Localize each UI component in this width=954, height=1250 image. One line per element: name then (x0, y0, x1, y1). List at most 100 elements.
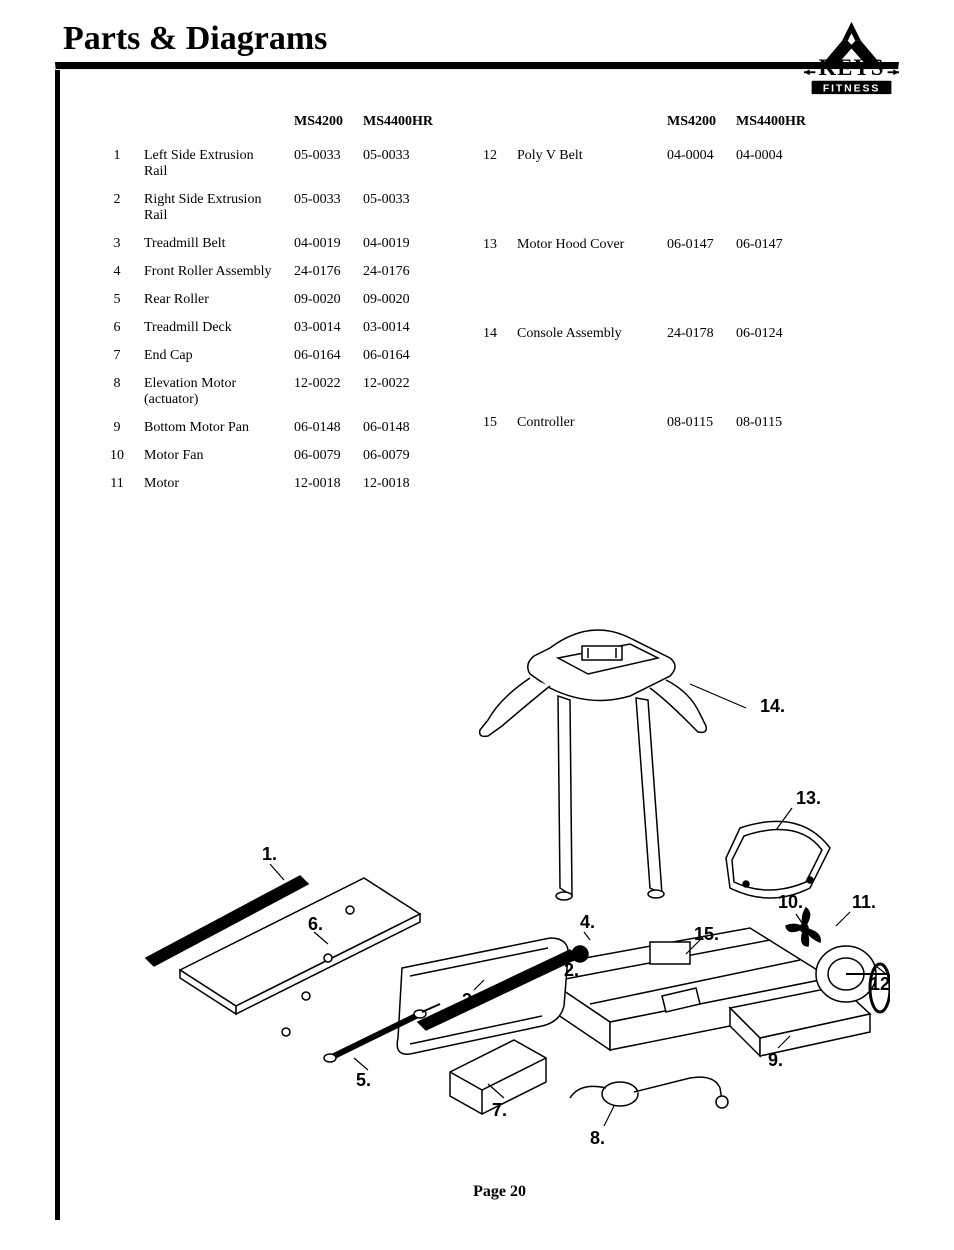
part-code-b: 05-0033 (353, 186, 443, 230)
part-code-a: 09-0020 (284, 286, 353, 314)
col-header-model-a: MS4200 (284, 110, 353, 142)
part-number: 5 (100, 286, 134, 314)
part-code-b: 06-0148 (353, 414, 443, 442)
part-name: Elevation Motor (actuator) (134, 370, 284, 414)
diagram-console (479, 630, 706, 900)
part-name: Motor (134, 470, 284, 498)
svg-text:1.: 1. (262, 844, 277, 864)
part-code-b: 06-0079 (353, 442, 443, 470)
table-row: 15Controller08-011508-0115 (473, 409, 816, 498)
part-code-a: 05-0033 (284, 186, 353, 230)
part-number: 6 (100, 314, 134, 342)
table-row: 12Poly V Belt04-000404-0004 (473, 142, 816, 231)
part-code-a: 06-0164 (284, 342, 353, 370)
svg-text:11.: 11. (852, 892, 876, 912)
part-number: 7 (100, 342, 134, 370)
part-name: Right Side Extrusion Rail (134, 186, 284, 230)
part-number: 3 (100, 230, 134, 258)
svg-text:2.: 2. (564, 960, 579, 980)
part-code-b: 06-0124 (726, 320, 816, 409)
part-name: Motor Fan (134, 442, 284, 470)
table-row: 8Elevation Motor (actuator)12-002212-002… (100, 370, 443, 414)
svg-text:3.: 3. (462, 990, 477, 1010)
part-number: 15 (473, 409, 507, 498)
table-row: 2Right Side Extrusion Rail05-003305-0033 (100, 186, 443, 230)
header-divider (55, 62, 899, 70)
part-number: 8 (100, 370, 134, 414)
parts-table-right: MS4200 MS4400HR 12Poly V Belt04-000404-0… (473, 110, 816, 498)
part-code-b: 05-0033 (353, 142, 443, 186)
svg-text:7.: 7. (492, 1100, 507, 1120)
part-code-a: 12-0018 (284, 470, 353, 498)
table-row: 4Front Roller Assembly24-017624-0176 (100, 258, 443, 286)
parts-table-left: MS4200 MS4400HR 1Left Side Extrusion Rai… (100, 110, 443, 498)
part-code-b: 09-0020 (353, 286, 443, 314)
table-row: 10Motor Fan06-007906-0079 (100, 442, 443, 470)
part-code-b: 06-0147 (726, 231, 816, 320)
table-row: 7End Cap06-016406-0164 (100, 342, 443, 370)
part-code-a: 06-0079 (284, 442, 353, 470)
part-name: Console Assembly (507, 320, 657, 409)
part-number: 13 (473, 231, 507, 320)
part-name: Rear Roller (134, 286, 284, 314)
part-number: 9 (100, 414, 134, 442)
svg-text:6.: 6. (308, 914, 323, 934)
table-row: 13Motor Hood Cover06-014706-0147 (473, 231, 816, 320)
part-code-b: 04-0019 (353, 230, 443, 258)
svg-text:4.: 4. (580, 912, 595, 932)
part-code-a: 06-0147 (657, 231, 726, 320)
table-row: 3Treadmill Belt04-001904-0019 (100, 230, 443, 258)
part-number: 11 (100, 470, 134, 498)
part-name: End Cap (134, 342, 284, 370)
part-name: Treadmill Belt (134, 230, 284, 258)
table-row: 5Rear Roller09-002009-0020 (100, 286, 443, 314)
part-code-b: 06-0164 (353, 342, 443, 370)
part-code-a: 06-0148 (284, 414, 353, 442)
part-name: Poly V Belt (507, 142, 657, 231)
part-code-a: 04-0019 (284, 230, 353, 258)
exploded-diagram: 1. 2. 3. 4. 5. 6. 7. 8. 9. 10. 11. 12. 1… (100, 588, 899, 1153)
part-code-a: 24-0178 (657, 320, 726, 409)
part-name: Front Roller Assembly (134, 258, 284, 286)
svg-text:15.: 15. (694, 924, 719, 944)
svg-text:5.: 5. (356, 1070, 371, 1090)
part-name: Motor Hood Cover (507, 231, 657, 320)
part-name: Controller (507, 409, 657, 498)
part-code-a: 04-0004 (657, 142, 726, 231)
table-row: 9Bottom Motor Pan06-014806-0148 (100, 414, 443, 442)
part-number: 1 (100, 142, 134, 186)
parts-tables: MS4200 MS4400HR 1Left Side Extrusion Rai… (100, 110, 899, 498)
part-code-b: 04-0004 (726, 142, 816, 231)
diagram-motor-fan (786, 908, 820, 946)
page-number: Page 20 (100, 1183, 899, 1201)
page-title: Parts & Diagrams (63, 20, 327, 58)
part-number: 4 (100, 258, 134, 286)
part-code-a: 03-0014 (284, 314, 353, 342)
svg-text:13.: 13. (796, 788, 821, 808)
part-code-a: 12-0022 (284, 370, 353, 414)
part-number: 2 (100, 186, 134, 230)
table-row: 11Motor12-001812-0018 (100, 470, 443, 498)
table-row: 14Console Assembly24-017806-0124 (473, 320, 816, 409)
diagram-elevation-motor (570, 1077, 728, 1108)
part-code-b: 12-0022 (353, 370, 443, 414)
part-code-a: 05-0033 (284, 142, 353, 186)
svg-text:14.: 14. (760, 696, 785, 716)
part-name: Bottom Motor Pan (134, 414, 284, 442)
part-code-b: 12-0018 (353, 470, 443, 498)
part-number: 10 (100, 442, 134, 470)
part-number: 12 (473, 142, 507, 231)
part-code-a: 24-0176 (284, 258, 353, 286)
part-name: Treadmill Deck (134, 314, 284, 342)
svg-text:12.: 12. (870, 974, 890, 994)
part-number: 14 (473, 320, 507, 409)
svg-text:8.: 8. (590, 1128, 605, 1148)
part-code-b: 08-0115 (726, 409, 816, 498)
col-header-model-b: MS4400HR (726, 110, 816, 142)
svg-text:9.: 9. (768, 1050, 783, 1070)
table-row: 6Treadmill Deck03-001403-0014 (100, 314, 443, 342)
diagram-treadmill-deck (180, 878, 420, 1036)
part-code-a: 08-0115 (657, 409, 726, 498)
part-code-b: 03-0014 (353, 314, 443, 342)
col-header-model-b: MS4400HR (353, 110, 443, 142)
